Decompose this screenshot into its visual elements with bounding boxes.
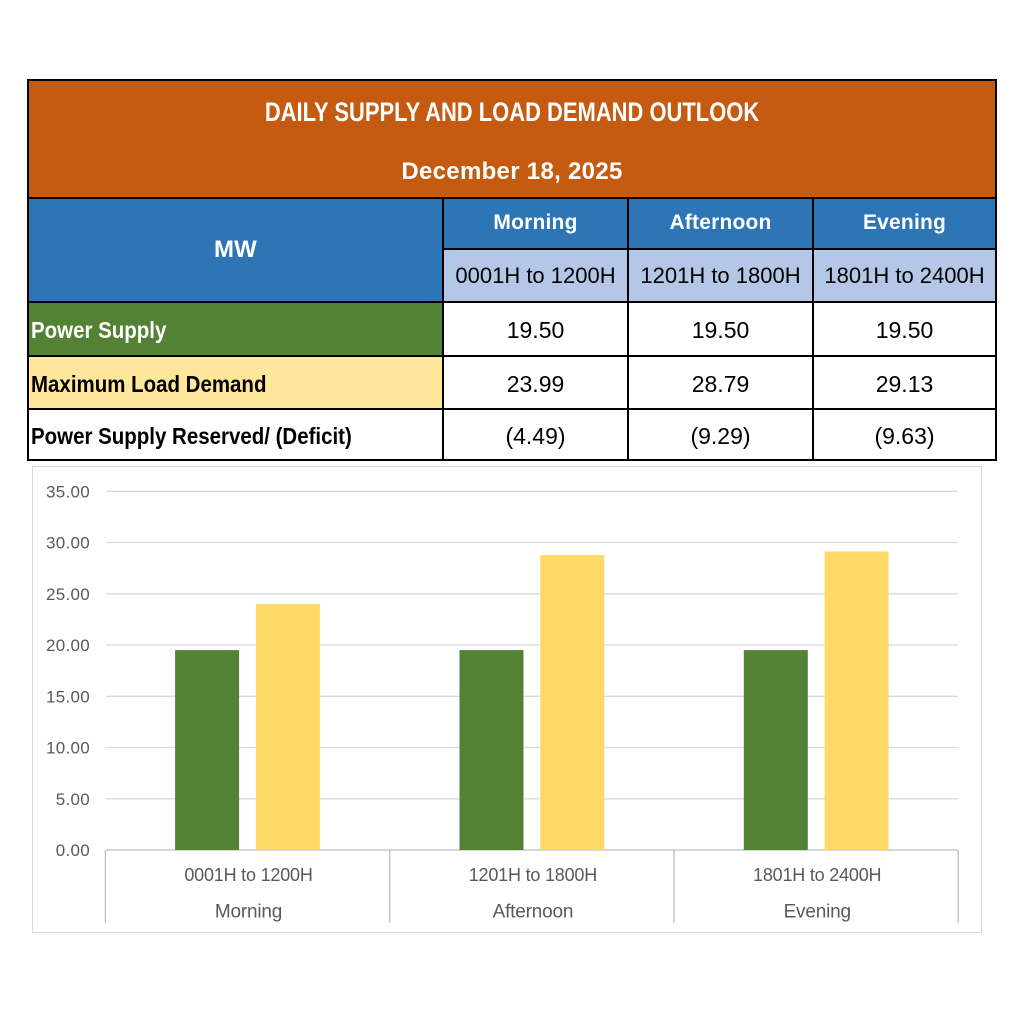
svg-text:10.00: 10.00: [46, 739, 90, 758]
svg-text:Morning: Morning: [215, 902, 282, 923]
svg-text:Afternoon: Afternoon: [493, 902, 574, 923]
svg-text:35.00: 35.00: [46, 483, 90, 502]
svg-text:25.00: 25.00: [46, 585, 90, 604]
svg-text:Evening: Evening: [784, 902, 851, 923]
svg-text:5.00: 5.00: [56, 790, 90, 809]
svg-text:20.00: 20.00: [46, 636, 90, 655]
svg-text:30.00: 30.00: [46, 534, 90, 553]
svg-text:1801H to 2400H: 1801H to 2400H: [753, 865, 881, 885]
svg-text:0.00: 0.00: [56, 841, 90, 860]
svg-text:0001H to 1200H: 0001H to 1200H: [184, 865, 312, 885]
svg-text:15.00: 15.00: [46, 688, 90, 707]
svg-text:1201H to 1800H: 1201H to 1800H: [469, 865, 597, 885]
